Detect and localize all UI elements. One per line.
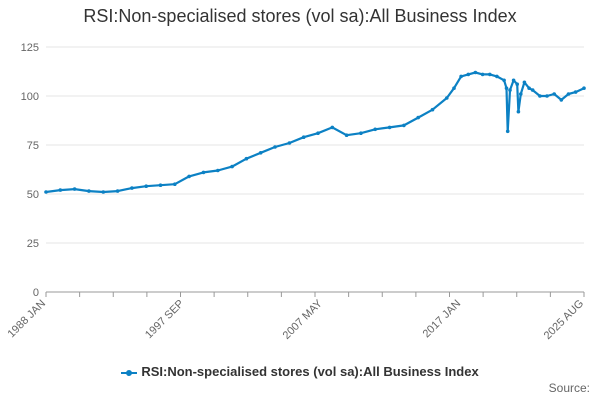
data-point xyxy=(387,125,392,130)
data-point xyxy=(505,129,510,134)
data-point xyxy=(359,131,363,135)
data-point xyxy=(244,156,249,161)
x-tick-label: 2025 AUG xyxy=(542,298,586,342)
data-point xyxy=(459,74,463,79)
data-point xyxy=(573,90,578,94)
series-line xyxy=(45,71,585,194)
data-point xyxy=(216,168,220,173)
data-point xyxy=(173,182,177,186)
y-tick-label: 0 xyxy=(33,287,39,299)
y-tick-label: 25 xyxy=(27,238,39,250)
data-point xyxy=(101,190,106,194)
data-point xyxy=(201,170,206,175)
data-point xyxy=(330,125,335,130)
data-point xyxy=(545,94,549,98)
y-tick-label: 125 xyxy=(21,42,39,54)
data-point xyxy=(452,86,456,90)
data-point xyxy=(44,190,48,194)
data-point xyxy=(508,88,512,92)
data-point xyxy=(430,107,435,112)
data-point xyxy=(515,82,519,86)
data-point xyxy=(488,72,492,77)
legend-label: RSI:Non-specialised stores (vol sa):All … xyxy=(141,364,479,379)
data-point xyxy=(504,86,509,90)
y-tick-label: 50 xyxy=(27,189,39,201)
data-point xyxy=(445,96,449,100)
data-point xyxy=(538,94,542,98)
data-point xyxy=(344,133,349,137)
data-point xyxy=(522,80,527,85)
x-tick-label: 1988 JAN xyxy=(5,298,48,341)
data-point xyxy=(559,98,564,102)
chart-title: RSI:Non-specialised stores (vol sa):All … xyxy=(83,6,517,26)
data-point xyxy=(495,74,499,79)
data-point xyxy=(287,141,292,145)
axes xyxy=(45,291,585,297)
data-point xyxy=(519,92,523,96)
y-tick-label: 100 xyxy=(21,91,39,103)
data-point xyxy=(230,164,234,169)
data-point xyxy=(502,78,506,83)
data-point xyxy=(144,184,148,188)
data-point xyxy=(480,72,485,77)
x-tick-label: 2017 JAN xyxy=(421,298,464,341)
series-layer xyxy=(44,70,586,194)
data-point xyxy=(130,186,134,190)
data-point xyxy=(566,92,571,96)
data-point xyxy=(552,92,556,96)
data-point xyxy=(301,135,306,139)
data-point xyxy=(511,78,516,83)
gridlines xyxy=(46,46,584,244)
legend[interactable]: RSI:Non-specialised stores (vol sa):All … xyxy=(0,364,600,379)
y-tick-label: 75 xyxy=(27,140,39,152)
data-point xyxy=(72,187,77,191)
x-tick-label: 2007 MAY xyxy=(281,297,326,342)
data-point xyxy=(87,189,91,193)
source-label: Source: xyxy=(548,381,590,395)
data-point xyxy=(258,151,263,155)
data-point xyxy=(402,123,406,128)
data-point xyxy=(530,88,535,92)
data-point xyxy=(316,131,320,135)
data-point xyxy=(187,174,191,179)
x-tick-label: 1997 SEP xyxy=(143,298,187,342)
data-point xyxy=(466,72,471,77)
data-point xyxy=(373,127,378,132)
data-point xyxy=(273,145,277,149)
data-point xyxy=(527,86,531,90)
data-point xyxy=(115,189,120,193)
data-point xyxy=(158,183,163,187)
data-point xyxy=(58,188,63,192)
data-point xyxy=(473,70,478,75)
data-point xyxy=(582,86,586,90)
data-point xyxy=(416,115,421,120)
legend-swatch xyxy=(121,369,138,376)
data-point xyxy=(516,109,521,114)
